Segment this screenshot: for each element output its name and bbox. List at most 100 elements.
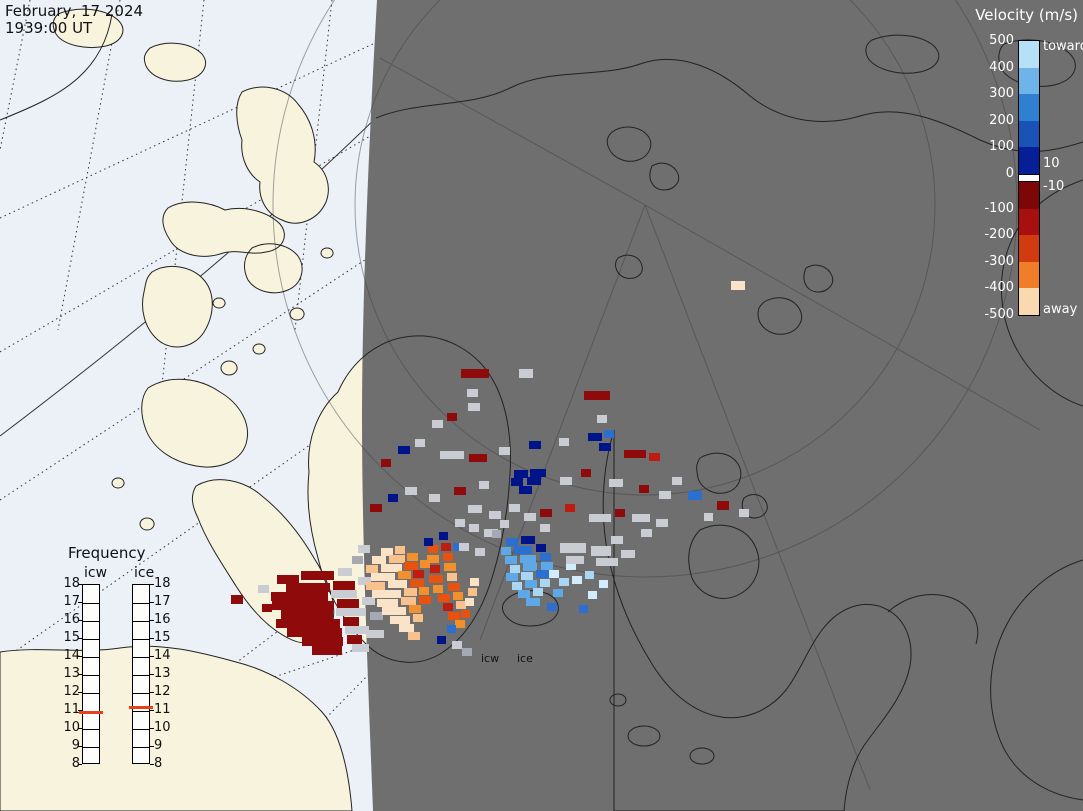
white-sea-coast — [887, 594, 979, 645]
velocity-cell — [510, 565, 520, 573]
velocity-cell — [287, 628, 342, 637]
velocity-cell — [688, 491, 702, 500]
velocity-cell — [447, 413, 457, 421]
velocity-cell — [540, 553, 551, 561]
ladder-outer-tick — [150, 746, 154, 747]
ladder-outer-tick — [150, 584, 154, 585]
ladder-tick — [83, 729, 99, 730]
velocity-cell — [499, 447, 510, 455]
ladder-outer-tick — [150, 620, 154, 621]
velocity-cell — [333, 581, 355, 590]
velocity-cell — [518, 590, 530, 598]
velocity-cell — [277, 575, 299, 584]
ladder-outer-tick — [150, 764, 154, 765]
velocity-cell — [611, 536, 623, 544]
frequency-tick-label: 8 — [154, 756, 163, 771]
velocity-cell — [525, 580, 537, 588]
velocity-cell — [519, 486, 532, 494]
velocity-cell — [405, 487, 417, 495]
frequency-tick-label: 15 — [154, 630, 171, 645]
velocity-cell — [271, 592, 328, 601]
velocity-cell — [372, 590, 401, 598]
velocity-cell — [382, 607, 406, 615]
velocity-cell — [529, 441, 541, 449]
velocity-cell — [506, 538, 518, 546]
ladder-tick — [83, 621, 99, 622]
lake-outline — [627, 725, 661, 747]
ladder-outer-tick — [78, 674, 82, 675]
velocity-cell — [358, 577, 371, 585]
frequency-tick-label: 9 — [154, 738, 163, 753]
velocity-cell — [410, 579, 424, 587]
velocity-cell — [536, 544, 546, 552]
ladder-tick — [133, 747, 149, 748]
velocity-cell — [659, 491, 671, 499]
velocity-cell — [541, 562, 553, 570]
frequency-tick-label: 12 — [154, 684, 171, 699]
toward-label: toward — [1043, 39, 1083, 54]
velocity-cell — [399, 624, 414, 632]
colorbar-segment-toward — [1019, 41, 1039, 68]
colorbar-segment-toward — [1019, 120, 1039, 148]
ladder-outer-tick — [150, 602, 154, 603]
velocity-cell — [523, 563, 537, 571]
colorbar-zero-gap — [1019, 173, 1039, 182]
velocity-cell — [524, 513, 536, 521]
velocity-cell — [584, 391, 610, 400]
velocity-cell — [408, 632, 420, 640]
velocity-cell — [424, 538, 433, 546]
velocity-cell — [281, 610, 333, 619]
velocity-cell — [461, 610, 470, 618]
velocity-cell — [420, 560, 430, 568]
velocity-cell — [438, 594, 450, 602]
ladder-outer-tick — [78, 620, 82, 621]
velocity-cell — [398, 446, 410, 454]
velocity-cell — [352, 556, 363, 564]
velocity-cell — [500, 520, 509, 528]
velocity-cell — [419, 596, 431, 604]
lake-outline — [689, 747, 715, 765]
velocity-cell — [565, 504, 575, 512]
velocity-cell — [427, 555, 439, 563]
ladder-outer-tick — [150, 638, 154, 639]
velocity-cell — [338, 568, 352, 576]
velocity-cell — [514, 546, 532, 554]
velocity-cell — [362, 597, 375, 605]
velocity-cell — [492, 530, 501, 538]
velocity-cell — [527, 477, 541, 485]
velocity-cell — [581, 469, 591, 477]
colorbar-tick-label: 400 — [989, 59, 1014, 75]
velocity-cell — [447, 625, 456, 633]
velocity-cell — [624, 450, 646, 458]
timestamp: February, 17 2024 1939:00 UT — [5, 3, 143, 37]
time-text: 1939:00 UT — [5, 19, 93, 37]
velocity-cell — [469, 524, 479, 532]
velocity-cell — [455, 620, 465, 628]
colorbar-segment-away — [1019, 261, 1039, 289]
velocity-cell — [547, 603, 557, 611]
colorbar-segment-away — [1019, 235, 1039, 262]
plus10-label: 10 — [1043, 156, 1060, 171]
lake-outline — [609, 693, 627, 707]
frequency-tick-label: 10 — [154, 720, 171, 735]
velocity-cell — [506, 573, 518, 581]
velocity-cell — [381, 548, 393, 556]
colorbar-tick-label: 500 — [989, 33, 1014, 48]
velocity-cell — [475, 548, 485, 556]
velocity-cell — [588, 591, 597, 599]
velocity-cell — [501, 547, 511, 555]
colorbar-tick-label: 200 — [989, 112, 1014, 128]
velocity-cell — [388, 494, 398, 502]
frequency-tick-label: 11 — [63, 702, 80, 717]
colorbar-tick-label: 100 — [989, 139, 1014, 155]
velocity-cell — [276, 619, 340, 628]
velocity-cell — [468, 403, 480, 411]
velocity-cell — [366, 582, 385, 590]
velocity-cell — [415, 439, 425, 447]
colorbar-tick-label: 300 — [989, 86, 1014, 102]
velocity-cell — [401, 597, 416, 605]
ladder-tick — [133, 603, 149, 604]
velocity-cell — [511, 478, 523, 486]
velocity-cell — [596, 558, 618, 566]
velocity-cell — [672, 477, 682, 485]
